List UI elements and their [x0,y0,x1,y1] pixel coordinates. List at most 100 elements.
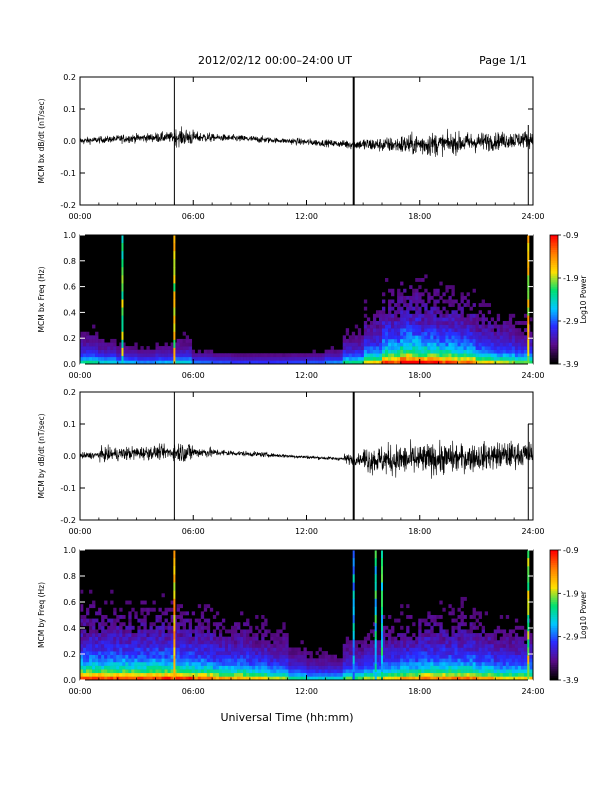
spectrogram-cell [89,629,93,634]
spectrogram-cell [351,349,356,354]
spectrogram-cell [529,665,534,670]
spectrogram-cell [481,647,485,652]
spectrogram-cell [249,629,253,634]
spectrogram-cell [258,356,262,361]
spectrogram-cell [378,321,383,325]
spectrogram-cell [378,353,383,358]
spectrogram-cell [415,331,419,336]
spectrogram-cell [285,633,289,637]
spectrogram-cell [224,356,229,361]
spectrogram-cell [490,335,495,340]
spectrogram-cell [478,310,482,315]
spectrogram-cell [403,665,407,670]
spectrogram-cell [484,328,488,333]
spectrogram-cell [113,636,117,641]
spectrogram-cell [505,360,510,365]
broadband-burst-segment [527,566,530,575]
spectrogram-cell [300,654,304,659]
spectrogram-cell [363,321,368,325]
spectrogram-cell [300,676,304,681]
spectrogram-cell [330,672,334,677]
spectrogram-cell [418,661,422,666]
spectrogram-cell [282,356,286,361]
spectrogram-cell [119,342,123,347]
spectrogram-cell [436,328,440,333]
spectrogram-cell [227,629,232,634]
spectrogram-cell [80,672,84,677]
colorbar-segment [550,615,558,618]
colorbar-segment [550,658,558,661]
spectrogram-cell [496,647,501,652]
colorbar-tick-label: -1.9 [563,589,579,598]
spectrogram-cell [445,658,449,663]
spectrogram-cell [357,360,362,365]
spectrogram-cell [267,672,271,677]
spectrogram-cell [101,643,105,648]
spectrogram-cell [237,636,241,641]
spectrogram-cell [378,356,383,361]
spectrogram-cell [421,331,425,336]
spectrogram-cell [122,356,126,361]
spectrogram-cell [472,661,476,666]
y-tick-label: 0.4 [63,624,76,633]
spectrogram-cell [191,665,196,670]
spectrogram-cell [125,643,129,648]
spectrogram-cell [164,353,168,358]
spectrogram-cell [388,349,392,354]
spectrogram-cell [294,360,298,365]
spectrogram-cell [231,661,235,666]
spectrogram-cell [388,654,392,659]
spectrogram-cell [478,665,482,670]
spectrogram-cell [300,360,304,365]
spectrogram-cell [149,353,153,358]
spectrogram-cell [95,349,99,354]
spectrogram-cell [502,676,507,681]
spectrogram-cell [484,342,488,347]
spectrogram-cell [101,615,105,619]
spectrogram-cell [484,335,488,340]
spectrogram-cell [92,665,96,670]
spectrogram-cell [243,622,247,627]
spectrogram-cell [270,643,274,648]
spectrogram-cell [249,665,253,670]
spectrogram-cell [221,661,226,666]
spectrogram-cell [433,651,437,656]
spectrogram-cell [406,647,410,652]
y-tick-label: -0.2 [60,201,76,210]
broadband-burst-segment [352,671,355,681]
spectrogram-cell [394,317,398,322]
spectrogram-cell [445,321,449,325]
spectrogram-cell [327,672,331,677]
spectrogram-cell [258,658,262,663]
spectrogram-cell [466,676,470,681]
spectrogram-cell [372,353,377,358]
spectrogram-cell [110,600,114,605]
spectrogram-cell [194,360,199,365]
spectrogram-cell [155,615,159,619]
spectrogram-cell [466,299,470,304]
spectrogram-cell [391,356,395,361]
spectrogram-cell [191,353,196,358]
spectrogram-cell [517,672,522,677]
spectrogram-cell [508,669,513,674]
spectrogram-cell [454,654,458,659]
spectrogram-cell [363,661,368,666]
spectrogram-cell [255,647,259,652]
spectrogram-cell [218,647,223,652]
spectrogram-cell [397,618,401,623]
spectrogram-cell [400,295,404,300]
spectrogram-cell [469,335,473,340]
spectrogram-cell [122,672,126,677]
spectrogram-cell [158,615,162,619]
spectrogram-cell [255,353,259,358]
spectrogram-cell [439,335,443,340]
spectrogram-cell [270,651,274,656]
spectrogram-cell [167,356,171,361]
spectrogram-cell [469,676,473,681]
broadband-burst-segment [374,598,377,608]
spectrogram-cell [176,654,180,659]
spectrogram-cell [391,349,395,354]
colorbar-segment [550,303,558,307]
spectrogram-cell [369,360,374,365]
broadband-burst-segment [374,566,377,575]
